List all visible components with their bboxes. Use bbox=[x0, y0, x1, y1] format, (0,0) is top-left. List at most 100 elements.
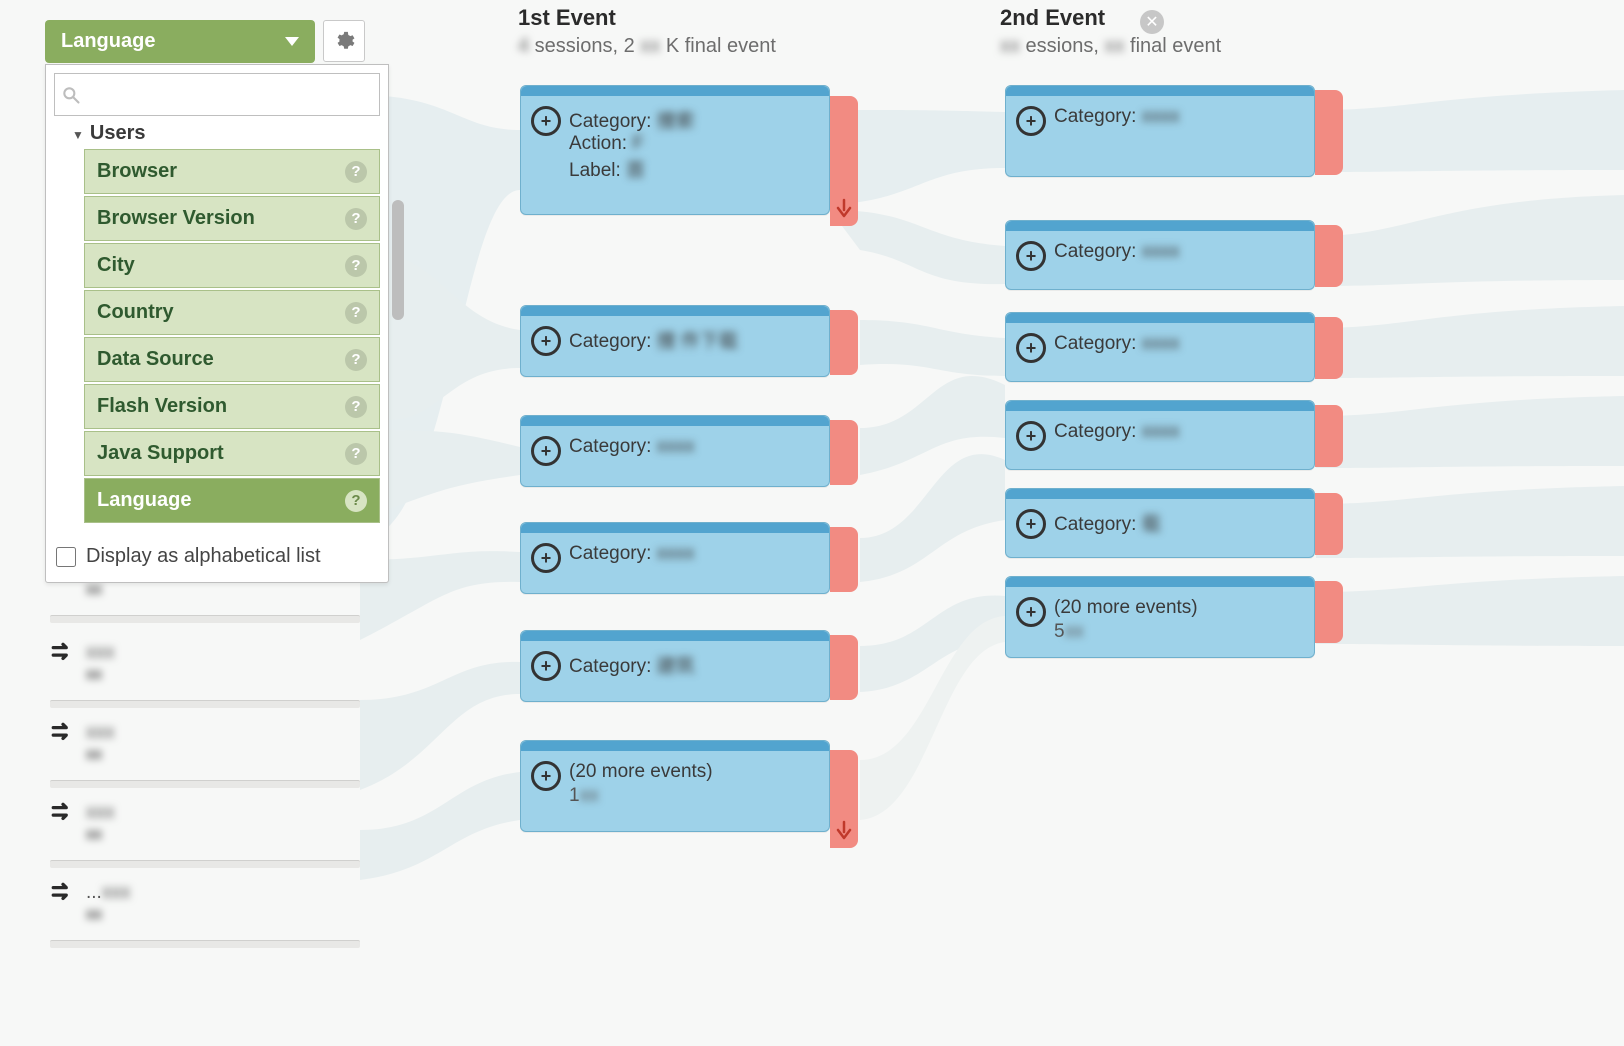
alphabetical-checkbox[interactable] bbox=[56, 547, 76, 567]
dimension-search-input[interactable] bbox=[81, 78, 373, 111]
expand-icon[interactable]: + bbox=[1016, 421, 1046, 451]
dimension-item-label: Data Source bbox=[97, 348, 214, 371]
dropoff-tab[interactable] bbox=[1315, 317, 1343, 379]
remove-step-button[interactable]: ✕ bbox=[1140, 10, 1164, 34]
dimension-item-flash-version[interactable]: Flash Version? bbox=[84, 384, 380, 429]
help-icon[interactable]: ? bbox=[345, 255, 367, 277]
source-subtext: xx bbox=[50, 746, 360, 764]
node-body: +Category: xxxx bbox=[1006, 231, 1314, 285]
dropoff-tab[interactable] bbox=[830, 310, 858, 375]
node-body: + Category: 捜 件下载 bbox=[521, 316, 829, 370]
event-node[interactable]: +Category: 捜索Action: FLabel: 首 bbox=[520, 85, 830, 215]
dimension-item-country[interactable]: Country? bbox=[84, 290, 380, 335]
source-item[interactable]: xxxxx bbox=[50, 800, 360, 868]
help-icon[interactable]: ? bbox=[345, 302, 367, 324]
dimension-item-browser[interactable]: Browser? bbox=[84, 149, 380, 194]
expand-icon[interactable]: + bbox=[531, 326, 561, 356]
event-node[interactable]: +(20 more events)1xx bbox=[520, 740, 830, 832]
event-node[interactable]: +Category: xxxx bbox=[1005, 220, 1315, 290]
dropoff-tab[interactable] bbox=[1315, 90, 1343, 175]
event-node[interactable]: +Category: 载 bbox=[1005, 488, 1315, 558]
dropoff-tab[interactable] bbox=[1315, 405, 1343, 467]
dropoff-tab[interactable] bbox=[830, 96, 858, 226]
dropoff-tab[interactable] bbox=[830, 635, 858, 700]
dropoff-tab[interactable] bbox=[830, 420, 858, 485]
help-icon[interactable]: ? bbox=[345, 349, 367, 371]
dropdown-scrollbar[interactable] bbox=[392, 200, 404, 320]
source-item[interactable]: xxxxx bbox=[50, 720, 360, 788]
second-event-header: 2nd Eventxx essions, xx final event bbox=[1000, 5, 1221, 58]
step-subtitle: xx essions, xx final event bbox=[1000, 35, 1221, 58]
dropoff-tab[interactable] bbox=[1315, 225, 1343, 287]
event-node[interactable]: +Category: xxxx bbox=[1005, 312, 1315, 382]
node-topbar bbox=[1006, 221, 1314, 231]
source-item[interactable]: ...xxxxx bbox=[50, 880, 360, 948]
expand-icon[interactable]: + bbox=[531, 761, 561, 791]
event-node[interactable]: +Category: xxxx bbox=[1005, 400, 1315, 470]
dimension-item-browser-version[interactable]: Browser Version? bbox=[84, 196, 380, 241]
node-body: +Category: xxxx bbox=[521, 533, 829, 587]
dimension-item-label: Java Support bbox=[97, 442, 224, 465]
help-icon[interactable]: ? bbox=[345, 443, 367, 465]
dimension-item-label: Country bbox=[97, 301, 174, 324]
node-text: Category: 捜 件下载 bbox=[569, 326, 738, 356]
dimension-select[interactable]: Language bbox=[45, 20, 315, 63]
settings-button[interactable] bbox=[323, 20, 365, 62]
dimension-item-label: Browser Version bbox=[97, 207, 255, 230]
expand-icon[interactable]: + bbox=[1016, 333, 1046, 363]
help-icon[interactable]: ? bbox=[345, 396, 367, 418]
expand-icon[interactable]: + bbox=[1016, 597, 1046, 627]
dimension-item-city[interactable]: City? bbox=[84, 243, 380, 288]
dimension-item-java-support[interactable]: Java Support? bbox=[84, 431, 380, 476]
source-subtext: xx bbox=[50, 826, 360, 844]
node-topbar bbox=[1006, 577, 1314, 587]
source-item[interactable]: xxxxx bbox=[50, 640, 360, 708]
dropoff-tab[interactable] bbox=[830, 527, 858, 592]
event-node[interactable]: + Category: xxxx bbox=[1005, 85, 1315, 177]
source-bar bbox=[50, 615, 360, 623]
help-icon[interactable]: ? bbox=[345, 161, 367, 183]
event-node[interactable]: + Category: 建筑 bbox=[520, 630, 830, 702]
node-topbar bbox=[521, 523, 829, 533]
dropoff-tab[interactable] bbox=[1315, 581, 1343, 643]
node-body: + (20 more events)5xx bbox=[1006, 587, 1314, 657]
source-row: xxx bbox=[50, 720, 360, 746]
source-subtext: xx bbox=[50, 906, 360, 924]
dimension-item-language[interactable]: Language? bbox=[84, 478, 380, 523]
expand-icon[interactable]: + bbox=[1016, 106, 1046, 136]
help-icon[interactable]: ? bbox=[345, 208, 367, 230]
dimension-item-label: Language bbox=[97, 489, 191, 512]
expand-icon[interactable]: + bbox=[531, 436, 561, 466]
node-topbar bbox=[521, 631, 829, 641]
dimension-item-label: Flash Version bbox=[97, 395, 227, 418]
node-body: + Category: 建筑 bbox=[521, 641, 829, 695]
dropoff-tab[interactable] bbox=[830, 750, 858, 848]
dropoff-arrow-icon bbox=[835, 820, 853, 842]
node-text: (20 more events)5xx bbox=[1054, 597, 1198, 643]
expand-icon[interactable]: + bbox=[1016, 509, 1046, 539]
traffic-arrows-icon bbox=[50, 800, 76, 826]
node-topbar bbox=[1006, 401, 1314, 411]
node-text: Category: xxxx bbox=[1054, 106, 1180, 136]
expand-icon[interactable]: + bbox=[531, 651, 561, 681]
source-row: ...xxx bbox=[50, 880, 360, 906]
expand-icon[interactable]: + bbox=[531, 543, 561, 573]
dimension-dropdown: Users Browser?Browser Version?City?Count… bbox=[45, 64, 389, 583]
dropoff-tab[interactable] bbox=[1315, 493, 1343, 555]
expand-icon[interactable]: + bbox=[1016, 241, 1046, 271]
dimension-item-data-source[interactable]: Data Source? bbox=[84, 337, 380, 382]
alphabetical-toggle[interactable]: Display as alphabetical list bbox=[54, 539, 380, 574]
source-bar bbox=[50, 700, 360, 708]
event-node[interactable]: + (20 more events)5xx bbox=[1005, 576, 1315, 658]
traffic-arrows-icon bbox=[50, 720, 76, 746]
expand-icon[interactable]: + bbox=[531, 106, 561, 136]
dimension-search-wrap bbox=[54, 73, 380, 116]
dimension-item-label: City bbox=[97, 254, 135, 277]
dimension-group-users[interactable]: Users bbox=[72, 122, 380, 145]
node-topbar bbox=[1006, 313, 1314, 323]
event-node[interactable]: +Category: xxxx bbox=[520, 415, 830, 487]
node-text: Category: 建筑 bbox=[569, 651, 695, 681]
event-node[interactable]: + Category: 捜 件下载 bbox=[520, 305, 830, 377]
help-icon[interactable]: ? bbox=[345, 490, 367, 512]
event-node[interactable]: +Category: xxxx bbox=[520, 522, 830, 594]
